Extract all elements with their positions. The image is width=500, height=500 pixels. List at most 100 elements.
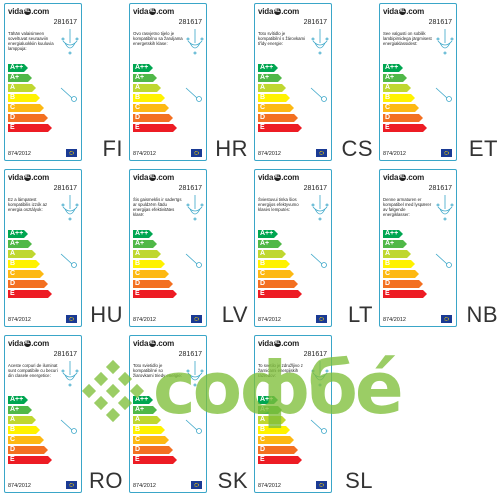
- energy-class-bar: A: [258, 416, 286, 424]
- energy-class-letter: C: [260, 436, 266, 443]
- energy-class-bar: C: [133, 436, 169, 444]
- energy-class-letter: B: [385, 94, 391, 101]
- energy-class-letter: D: [260, 446, 266, 453]
- energy-class-bar: E: [258, 456, 302, 464]
- lamp-bulb-icon: [310, 253, 327, 268]
- energy-class-bar: A: [8, 84, 36, 92]
- energy-class-letter: A+: [135, 240, 145, 247]
- regulation-number: 874/2012: [8, 151, 31, 157]
- chandelier-icon: [436, 195, 454, 221]
- compatibility-text: Denne armaturen er kompatibel med lyspær…: [383, 197, 432, 217]
- brand-logo: vidaXL.com: [383, 7, 425, 16]
- compatibility-text: Ez a lámpatest kompatibilis izzók az ene…: [8, 197, 48, 212]
- chandelier-icon: [311, 29, 329, 55]
- energy-class-bar: E: [8, 290, 52, 298]
- brand-logo: vidaXL.com: [258, 173, 300, 182]
- watermark-diamond-icon: [81, 359, 145, 423]
- energy-class-letter: A++: [260, 396, 274, 403]
- brand-logo: vidaXL.com: [258, 339, 300, 348]
- energy-class-bar: B: [133, 260, 165, 268]
- energy-label-card: vidaXL.com 281617 To svetilo je združljivo…: [254, 335, 332, 493]
- chandelier-icon: [186, 29, 204, 55]
- energy-class-bar: B: [8, 94, 40, 102]
- energy-label-card: vidaXL.com 281617 Tähän valaisimeen sovelt…: [4, 3, 82, 161]
- regulation-number: 874/2012: [258, 317, 281, 323]
- energy-class-letter: D: [10, 446, 16, 453]
- energy-scale: A++ A+ A B C D E: [258, 230, 308, 300]
- energy-class-bar: A: [383, 250, 411, 258]
- energy-class-bar: C: [383, 270, 419, 278]
- energy-class-letter: A+: [135, 74, 145, 81]
- energy-class-letter: B: [260, 260, 266, 267]
- chandelier-icon: [311, 361, 329, 387]
- energy-class-bar: A: [133, 84, 161, 92]
- product-code: 281617: [303, 19, 327, 26]
- regulation-number: 874/2012: [133, 151, 156, 157]
- energy-class-bar: B: [8, 426, 40, 434]
- regulation-number: 874/2012: [383, 151, 406, 157]
- energy-class-letter: A+: [260, 240, 270, 247]
- energy-scale: A++ A+ A B C D E: [8, 64, 58, 134]
- energy-scale: A++ A+ A B C D E: [133, 396, 183, 466]
- regulation-number: 874/2012: [133, 317, 156, 323]
- product-code: 281617: [53, 19, 77, 26]
- energy-class-letter: C: [10, 436, 16, 443]
- lamp-bulb-icon: [310, 419, 327, 434]
- energy-class-bar: A++: [8, 396, 28, 404]
- watermark: софбé: [78, 338, 404, 448]
- energy-class-bar: A++: [133, 64, 153, 72]
- lamp-bulb-icon: [310, 87, 327, 102]
- chandelier-icon: [436, 29, 454, 55]
- energy-class-letter: A++: [135, 230, 149, 237]
- watermark-text: софбé: [153, 346, 404, 430]
- energy-class-bar: D: [383, 280, 423, 288]
- energy-class-bar: A+: [258, 74, 282, 82]
- energy-class-bar: D: [258, 446, 298, 454]
- energy-class-bar: A+: [8, 74, 32, 82]
- energy-class-letter: B: [135, 94, 141, 101]
- energy-class-bar: A: [383, 84, 411, 92]
- energy-class-letter: A: [260, 250, 266, 257]
- energy-class-bar: A: [258, 84, 286, 92]
- energy-class-bar: B: [133, 94, 165, 102]
- energy-class-bar: D: [258, 280, 298, 288]
- energy-class-bar: A: [133, 250, 161, 258]
- product-code: 281617: [178, 351, 202, 358]
- energy-class-letter: D: [385, 114, 391, 121]
- energy-class-letter: C: [260, 270, 266, 277]
- energy-class-letter: D: [135, 446, 141, 453]
- eu-flag-icon: [66, 315, 77, 323]
- lamp-bulb-icon: [60, 419, 77, 434]
- energy-class-bar: A++: [258, 64, 278, 72]
- energy-class-bar: A+: [258, 240, 282, 248]
- energy-class-letter: E: [135, 124, 140, 131]
- compatibility-text: To svetilo je združljivo z žarnicami ene…: [258, 363, 303, 378]
- energy-class-letter: C: [385, 270, 391, 277]
- energy-class-bar: C: [133, 270, 169, 278]
- energy-class-letter: A++: [10, 396, 24, 403]
- chandelier-icon: [61, 29, 79, 55]
- energy-class-letter: A++: [260, 230, 274, 237]
- energy-class-bar: B: [383, 94, 415, 102]
- energy-class-bar: D: [133, 280, 173, 288]
- energy-class-letter: D: [135, 280, 141, 287]
- energy-class-letter: A++: [10, 230, 24, 237]
- energy-class-letter: A+: [135, 406, 145, 413]
- energy-class-bar: D: [383, 114, 423, 122]
- energy-class-letter: E: [10, 456, 15, 463]
- language-code: LV: [221, 302, 248, 327]
- energy-class-letter: D: [10, 280, 16, 287]
- energy-class-bar: A++: [258, 396, 278, 404]
- product-code: 281617: [178, 185, 202, 192]
- brand-logo: vidaXL.com: [133, 7, 175, 16]
- energy-class-letter: E: [260, 290, 265, 297]
- energy-scale: A++ A+ A B C D E: [258, 64, 308, 134]
- energy-class-letter: B: [385, 260, 391, 267]
- energy-class-letter: A+: [10, 406, 20, 413]
- chandelier-icon: [186, 195, 204, 221]
- language-code: SK: [217, 468, 248, 493]
- lamp-bulb-icon: [60, 87, 77, 102]
- energy-label-cell: vidaXL.com 281617 Denne armaturen er kompa…: [375, 166, 500, 332]
- energy-class-bar: E: [383, 124, 427, 132]
- chandelier-icon: [61, 361, 79, 387]
